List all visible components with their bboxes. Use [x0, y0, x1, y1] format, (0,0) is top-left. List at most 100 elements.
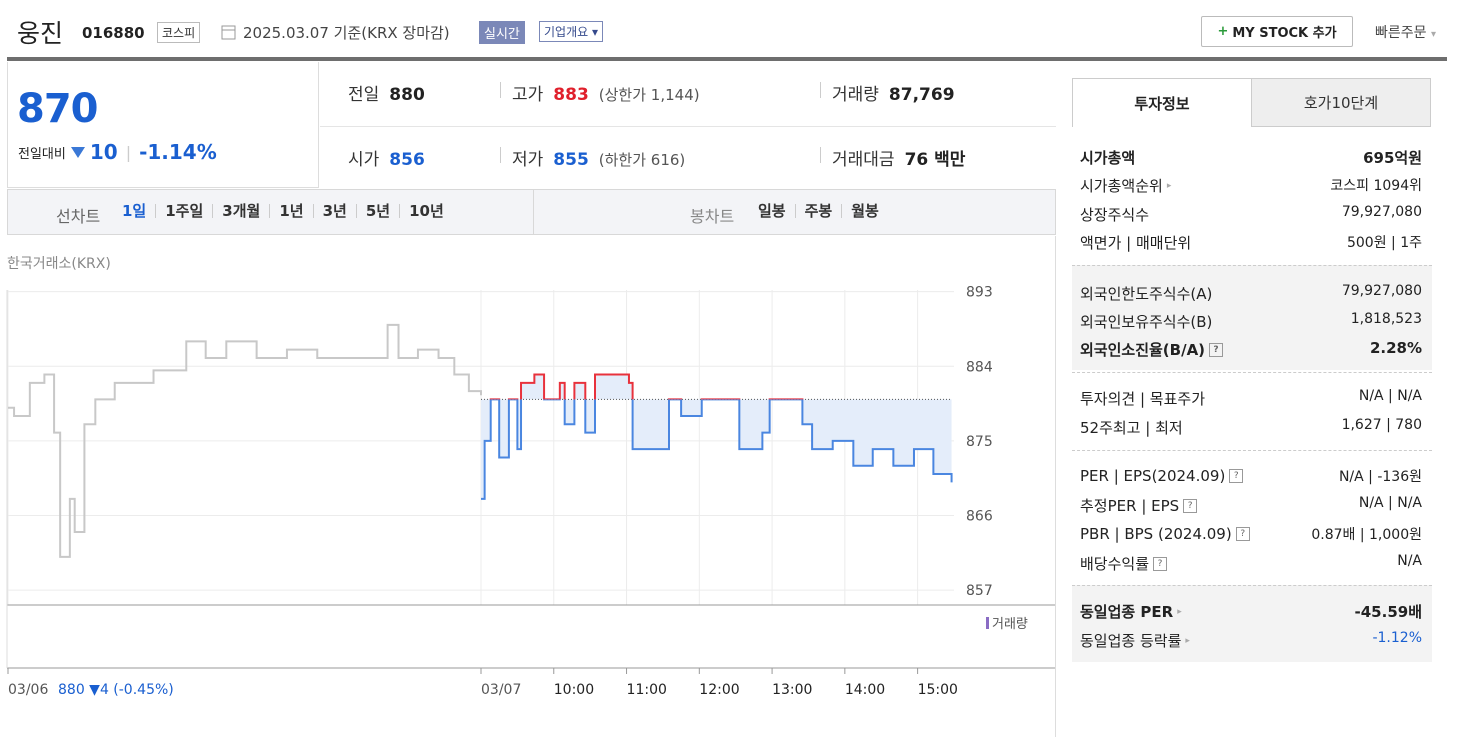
- quote-value: 856: [389, 150, 425, 170]
- quote-value: 76 백만: [904, 150, 966, 170]
- info-label-wrap: 52주최고 | 최저: [1080, 417, 1183, 438]
- info-value: -45.59배: [1354, 603, 1422, 621]
- date: 2025.03.07 기준(KRX 장마감): [243, 24, 450, 42]
- info-row: 외국인소진율(B/A)? 2.28%: [1080, 339, 1422, 360]
- period[interactable]: 일봉: [758, 202, 786, 220]
- help-icon[interactable]: ?: [1235, 527, 1250, 541]
- info-row: 시가총액 695억원: [1080, 147, 1422, 168]
- period[interactable]: 3년: [312, 204, 356, 219]
- volume-label: 거래량: [992, 617, 1028, 632]
- help-icon[interactable]: ?: [1209, 342, 1224, 357]
- line-periods: 1일 1주일 3개월 1년 3년 5년 10년: [113, 202, 453, 220]
- period[interactable]: 3개월: [212, 204, 269, 219]
- stock-name: 웅진: [17, 19, 64, 48]
- info-label-wrap: 배당수익률?: [1080, 553, 1168, 574]
- info-label-wrap: 시가총액순위 ▸: [1080, 175, 1171, 196]
- info-row: 배당수익률? N/A: [1080, 553, 1422, 574]
- info-label-wrap: 추정PER | EPS?: [1080, 495, 1198, 516]
- info-label: 액면가 | 매매단위: [1080, 234, 1192, 252]
- realtime-button[interactable]: 실시간: [479, 21, 525, 44]
- info-label-wrap: 외국인보유주식수(B): [1080, 311, 1212, 332]
- mystock-label: MY STOCK 추가: [1232, 26, 1337, 41]
- price-line: [8, 323, 482, 558]
- info-row: PBR | BPS (2024.09)? 0.87배 | 1,000원: [1080, 524, 1422, 544]
- info-row: 외국인보유주식수(B) 1,818,523: [1080, 311, 1422, 332]
- quote-note: (하한가 616): [598, 151, 686, 169]
- section-separator: [1072, 265, 1432, 266]
- period[interactable]: 1주일: [155, 204, 212, 219]
- plot-frame: [7, 290, 1055, 668]
- down-arrow: [70, 147, 85, 158]
- y-tick-label: 866: [966, 508, 993, 524]
- calendar-icon: [221, 25, 236, 40]
- quote-label: 전일: [348, 85, 380, 105]
- overview-dropdown[interactable]: 기업개요 ▾: [539, 21, 604, 42]
- line-chart-label: 선차트: [56, 207, 101, 226]
- period-bar: [7, 189, 1056, 235]
- info-row: 투자의견 | 목표주가 N/A | N/A: [1080, 388, 1422, 409]
- quick-order[interactable]: 빠른주문 ▾: [1375, 25, 1437, 41]
- period[interactable]: 1년: [269, 204, 312, 219]
- period[interactable]: 월봉: [841, 204, 888, 219]
- info-value: N/A | -136원: [1338, 469, 1422, 485]
- y-tick-label: 857: [966, 583, 993, 599]
- info-label-wrap: 외국인한도주식수(A): [1080, 283, 1212, 304]
- current-price: 870: [17, 86, 98, 132]
- change-label: 전일대비: [18, 146, 66, 162]
- section-separator: [1072, 450, 1432, 451]
- tab-active[interactable]: 투자정보: [1072, 78, 1252, 127]
- info-value: 79,927,080: [1341, 283, 1422, 299]
- quote: 고가 883 (상한가 1,144): [500, 80, 700, 105]
- help-icon[interactable]: ?: [1229, 469, 1244, 483]
- x-tick-label: 14:00: [845, 682, 885, 698]
- source: 한국거래소(KRX): [7, 256, 111, 272]
- overview-label: 기업개요: [544, 25, 589, 39]
- change-row: 전일대비 10 | -1.14%: [18, 140, 217, 164]
- quote-label: 거래량: [832, 85, 879, 105]
- quote-value: 880: [389, 85, 425, 105]
- quote-value: 883: [553, 85, 589, 105]
- quick-order-label: 빠른주문: [1375, 25, 1427, 41]
- info-label: PER | EPS(2024.09): [1080, 467, 1226, 485]
- price-box: [7, 62, 319, 188]
- arrow-icon: ▸: [1185, 635, 1190, 646]
- prev-day-note: 880 ▼4 (-0.45%): [58, 682, 174, 698]
- info-value: N/A | N/A: [1358, 388, 1422, 404]
- change-value: 10: [89, 140, 118, 164]
- change-rate: -1.14%: [139, 140, 217, 164]
- mystock-button[interactable]: + MY STOCK 추가: [1201, 16, 1353, 47]
- quote-label: 시가: [348, 150, 380, 170]
- info-label-wrap: 상장주식수: [1080, 204, 1149, 225]
- x-tick-label: 03/07: [481, 682, 521, 698]
- info-label-wrap: 시가총액: [1080, 147, 1135, 168]
- x-tick-label: 15:00: [918, 682, 958, 698]
- separator: [820, 82, 821, 98]
- info-label-wrap: PBR | BPS (2024.09)?: [1080, 524, 1250, 544]
- period[interactable]: 주봉: [794, 204, 842, 219]
- period[interactable]: 1일: [122, 202, 147, 220]
- info-value: N/A | N/A: [1358, 495, 1422, 511]
- info-label: 투자의견 | 목표주가: [1080, 390, 1205, 408]
- info-row: PER | EPS(2024.09)? N/A | -136원: [1080, 466, 1422, 486]
- quote-note: (상한가 1,144): [598, 86, 700, 104]
- candle-chart-label: 봉차트: [690, 207, 735, 226]
- info-value: 코스피 1094위: [1330, 178, 1422, 194]
- info-row: 액면가 | 매매단위 500원 | 1주: [1080, 232, 1422, 253]
- section-bg: [1072, 265, 1432, 370]
- help-icon[interactable]: ?: [1183, 498, 1198, 513]
- tab[interactable]: 호가10단계: [1251, 78, 1431, 127]
- info-value: 79,927,080: [1341, 204, 1422, 220]
- x-tick-label: 03/06: [8, 682, 48, 698]
- help-icon[interactable]: ?: [1153, 556, 1168, 571]
- info-row: 동일업종 PER ▸ -45.59배: [1080, 601, 1422, 622]
- info-value: 2.28%: [1369, 339, 1422, 357]
- info-label-wrap: 투자의견 | 목표주가: [1080, 388, 1205, 409]
- info-label: 시가총액순위: [1080, 177, 1163, 195]
- separator: [820, 147, 821, 163]
- period[interactable]: 10년: [399, 204, 453, 219]
- info-label-wrap: 외국인소진율(B/A)?: [1080, 339, 1224, 360]
- period[interactable]: 5년: [355, 204, 399, 219]
- header-rule: [7, 57, 1447, 61]
- info-label: PBR | BPS (2024.09): [1080, 525, 1232, 543]
